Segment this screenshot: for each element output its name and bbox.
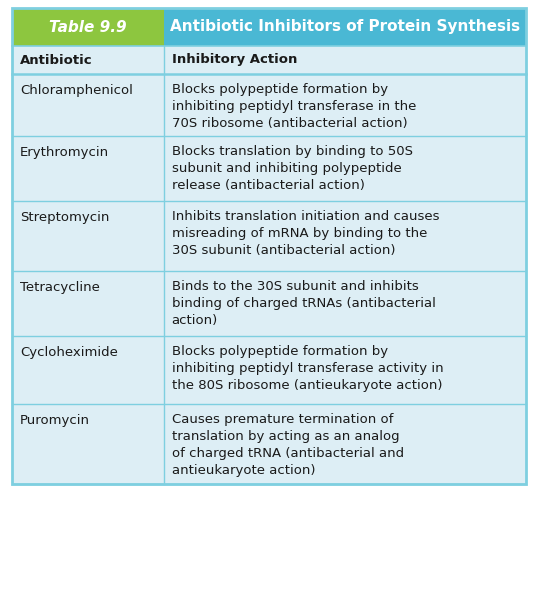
- Text: Streptomycin: Streptomycin: [20, 211, 109, 224]
- Text: Chloramphenicol: Chloramphenicol: [20, 84, 133, 97]
- Text: Cycloheximide: Cycloheximide: [20, 346, 118, 359]
- Text: Inhibits translation initiation and causes
misreading of mRNA by binding to the
: Inhibits translation initiation and caus…: [172, 210, 439, 257]
- Bar: [12, 136, 526, 201]
- Text: Blocks translation by binding to 50S
subunit and inhibiting polypeptide
release : Blocks translation by binding to 50S sub…: [172, 145, 413, 192]
- Text: Puromycin: Puromycin: [20, 414, 90, 427]
- Bar: [12, 404, 526, 484]
- Text: Tetracycline: Tetracycline: [20, 281, 100, 294]
- Text: Antibiotic Inhibitors of Protein Synthesis: Antibiotic Inhibitors of Protein Synthes…: [170, 19, 520, 34]
- Text: Blocks polypeptide formation by
inhibiting peptidyl transferase activity in
the : Blocks polypeptide formation by inhibiti…: [172, 345, 443, 392]
- Bar: [164, 8, 526, 46]
- Text: Erythromycin: Erythromycin: [20, 146, 109, 159]
- Bar: [12, 271, 526, 336]
- Bar: [12, 8, 164, 46]
- Text: Antibiotic: Antibiotic: [20, 53, 93, 67]
- Bar: [12, 336, 526, 404]
- Text: Blocks polypeptide formation by
inhibiting peptidyl transferase in the
70S ribos: Blocks polypeptide formation by inhibiti…: [172, 83, 416, 130]
- Text: Inhibitory Action: Inhibitory Action: [172, 53, 297, 67]
- Bar: [12, 74, 526, 136]
- Text: Table 9.9: Table 9.9: [49, 19, 126, 34]
- Bar: [12, 8, 526, 484]
- Text: Binds to the 30S subunit and inhibits
binding of charged tRNAs (antibacterial
ac: Binds to the 30S subunit and inhibits bi…: [172, 280, 435, 327]
- Bar: [12, 201, 526, 271]
- Bar: [12, 46, 526, 74]
- Text: Causes premature termination of
translation by acting as an analog
of charged tR: Causes premature termination of translat…: [172, 413, 404, 477]
